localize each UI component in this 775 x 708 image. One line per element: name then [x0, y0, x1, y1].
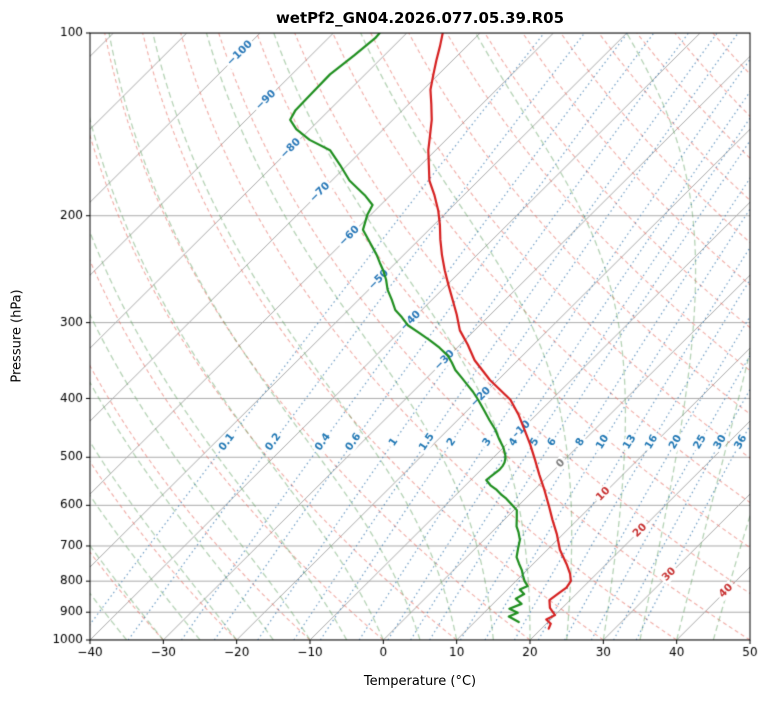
- x-axis-label: Temperature (°C): [363, 674, 477, 689]
- y-axis-label: Pressure (hPa): [9, 289, 25, 383]
- chart-title: wetPf2_GN04.2026.077.05.39.R05: [275, 9, 565, 27]
